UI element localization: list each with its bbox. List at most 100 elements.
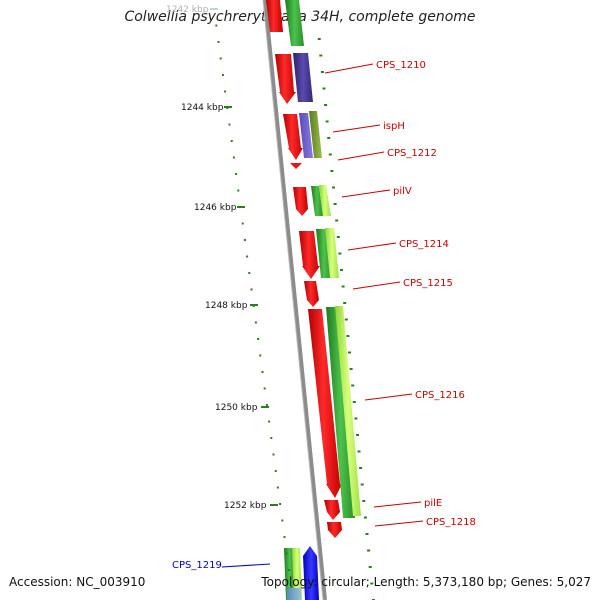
gene-feature-cps1219[interactable] bbox=[284, 548, 295, 600]
gene-feature-pilv[interactable] bbox=[311, 186, 323, 216]
minor-tick-left bbox=[285, 552, 288, 555]
minor-tick-left bbox=[279, 503, 282, 505]
minor-tick-right bbox=[346, 335, 350, 337]
gene-feature[interactable] bbox=[292, 548, 302, 600]
minor-tick-left bbox=[276, 486, 279, 489]
major-tick bbox=[224, 106, 232, 108]
minor-tick-right bbox=[362, 500, 366, 502]
minor-tick-right bbox=[370, 582, 374, 585]
minor-tick-right bbox=[319, 54, 323, 57]
label-connectors bbox=[221, 63, 424, 568]
gene-feature-cps1216[interactable] bbox=[326, 307, 355, 518]
minor-tick-left bbox=[215, 24, 218, 27]
gene-label[interactable]: CPS_1212 bbox=[387, 148, 437, 159]
minor-tick-right bbox=[327, 137, 331, 139]
minor-tick-right bbox=[322, 87, 326, 90]
minor-tick-left bbox=[228, 123, 231, 126]
label-connector bbox=[341, 189, 391, 198]
minor-tick-left bbox=[290, 585, 293, 588]
gene-label[interactable]: CPS_1218 bbox=[426, 517, 476, 528]
gene-feature-cps1215[interactable] bbox=[304, 281, 319, 307]
genome-backbone bbox=[263, 0, 327, 600]
gene-label[interactable]: pilE bbox=[424, 498, 442, 509]
minor-tick-left bbox=[261, 371, 264, 373]
minor-tick-left bbox=[232, 156, 235, 159]
minor-tick-right bbox=[360, 483, 364, 486]
minor-tick-left bbox=[283, 536, 286, 538]
minor-tick-right bbox=[352, 401, 356, 403]
minor-tick-left bbox=[237, 189, 240, 192]
minor-tick-right bbox=[351, 384, 355, 387]
gene-feature[interactable] bbox=[325, 228, 339, 278]
minor-tick-left bbox=[230, 140, 233, 142]
gene-feature[interactable] bbox=[309, 111, 322, 158]
gene-feature-cps1212[interactable] bbox=[290, 163, 302, 169]
minor-tick-left bbox=[219, 57, 222, 60]
minor-tick-right bbox=[359, 467, 363, 469]
gene-feature[interactable] bbox=[319, 185, 331, 216]
genome-backbone-highlight bbox=[262, 0, 324, 600]
minor-tick-left bbox=[235, 173, 238, 175]
minor-tick-right bbox=[349, 368, 353, 370]
kbp-label: 1242 kbp bbox=[166, 5, 209, 15]
major-tick bbox=[270, 504, 278, 506]
minor-tick-right bbox=[343, 302, 347, 304]
minor-tick-right bbox=[356, 434, 359, 436]
minor-tick-right bbox=[317, 38, 321, 40]
major-tick bbox=[237, 206, 245, 208]
minor-tick-right bbox=[354, 417, 358, 420]
label-connector bbox=[347, 242, 397, 251]
minor-tick-left bbox=[250, 288, 253, 291]
minor-tick-left bbox=[268, 420, 271, 423]
kbp-label: 1246 kbp bbox=[194, 203, 237, 213]
major-tick bbox=[261, 406, 269, 408]
minor-tick-right bbox=[325, 120, 329, 123]
gene-label[interactable]: CPS_1216 bbox=[415, 390, 465, 401]
genome-summary-text: Topology: circular; Length: 5,373,180 bp… bbox=[261, 575, 591, 589]
minor-tick-left bbox=[224, 90, 227, 93]
gene-feature[interactable] bbox=[285, 0, 304, 46]
gene-feature[interactable] bbox=[266, 0, 283, 32]
label-connector bbox=[221, 563, 271, 568]
gene-label[interactable]: ispH bbox=[383, 121, 405, 132]
gene-feature-cps1210[interactable] bbox=[293, 53, 313, 102]
minor-tick-right bbox=[320, 71, 324, 73]
gene-feature-pile[interactable] bbox=[324, 500, 340, 520]
gene-feature[interactable] bbox=[287, 588, 301, 600]
gene-feature[interactable] bbox=[308, 309, 342, 498]
label-connector bbox=[337, 151, 385, 161]
major-tick bbox=[250, 304, 258, 306]
minor-tick-right bbox=[336, 236, 340, 238]
label-connector bbox=[364, 393, 413, 401]
gene-label[interactable]: CPS_1215 bbox=[403, 278, 453, 289]
minor-tick-right bbox=[368, 566, 372, 568]
minor-tick-right bbox=[341, 285, 345, 288]
gene-label[interactable]: pilV bbox=[393, 186, 412, 197]
minor-tick-left bbox=[274, 470, 277, 472]
minor-tick-left bbox=[263, 387, 266, 390]
minor-tick-right bbox=[324, 104, 328, 106]
label-connector bbox=[373, 501, 422, 508]
minor-tick-left bbox=[221, 74, 224, 76]
kbp-label: 1244 kbp bbox=[181, 103, 224, 113]
gene-feature[interactable] bbox=[293, 187, 308, 216]
gene-feature[interactable] bbox=[303, 546, 319, 600]
gene-label[interactable]: CPS_1214 bbox=[399, 239, 449, 250]
gene-feature-isph[interactable] bbox=[299, 113, 313, 158]
gene-feature[interactable] bbox=[299, 231, 320, 279]
gene-feature[interactable] bbox=[275, 54, 296, 104]
gene-feature-cps1218[interactable] bbox=[327, 522, 342, 538]
minor-tick-left bbox=[287, 569, 290, 571]
minor-tick-left bbox=[270, 437, 273, 439]
kbp-label: 1248 kbp bbox=[205, 301, 248, 311]
minor-tick-left bbox=[265, 404, 268, 406]
gene-label[interactable]: CPS_1210 bbox=[376, 60, 426, 71]
gene-labels: CPS_1210 ispH CPS_1212 pilV CPS_1214 CPS_1215… bbox=[172, 60, 476, 571]
minor-tick-right bbox=[363, 516, 367, 519]
gene-feature[interactable] bbox=[335, 306, 361, 516]
gene-label[interactable]: CPS_1219 bbox=[172, 560, 222, 571]
gene-feature[interactable] bbox=[283, 114, 303, 160]
minor-tick-right bbox=[328, 153, 332, 156]
